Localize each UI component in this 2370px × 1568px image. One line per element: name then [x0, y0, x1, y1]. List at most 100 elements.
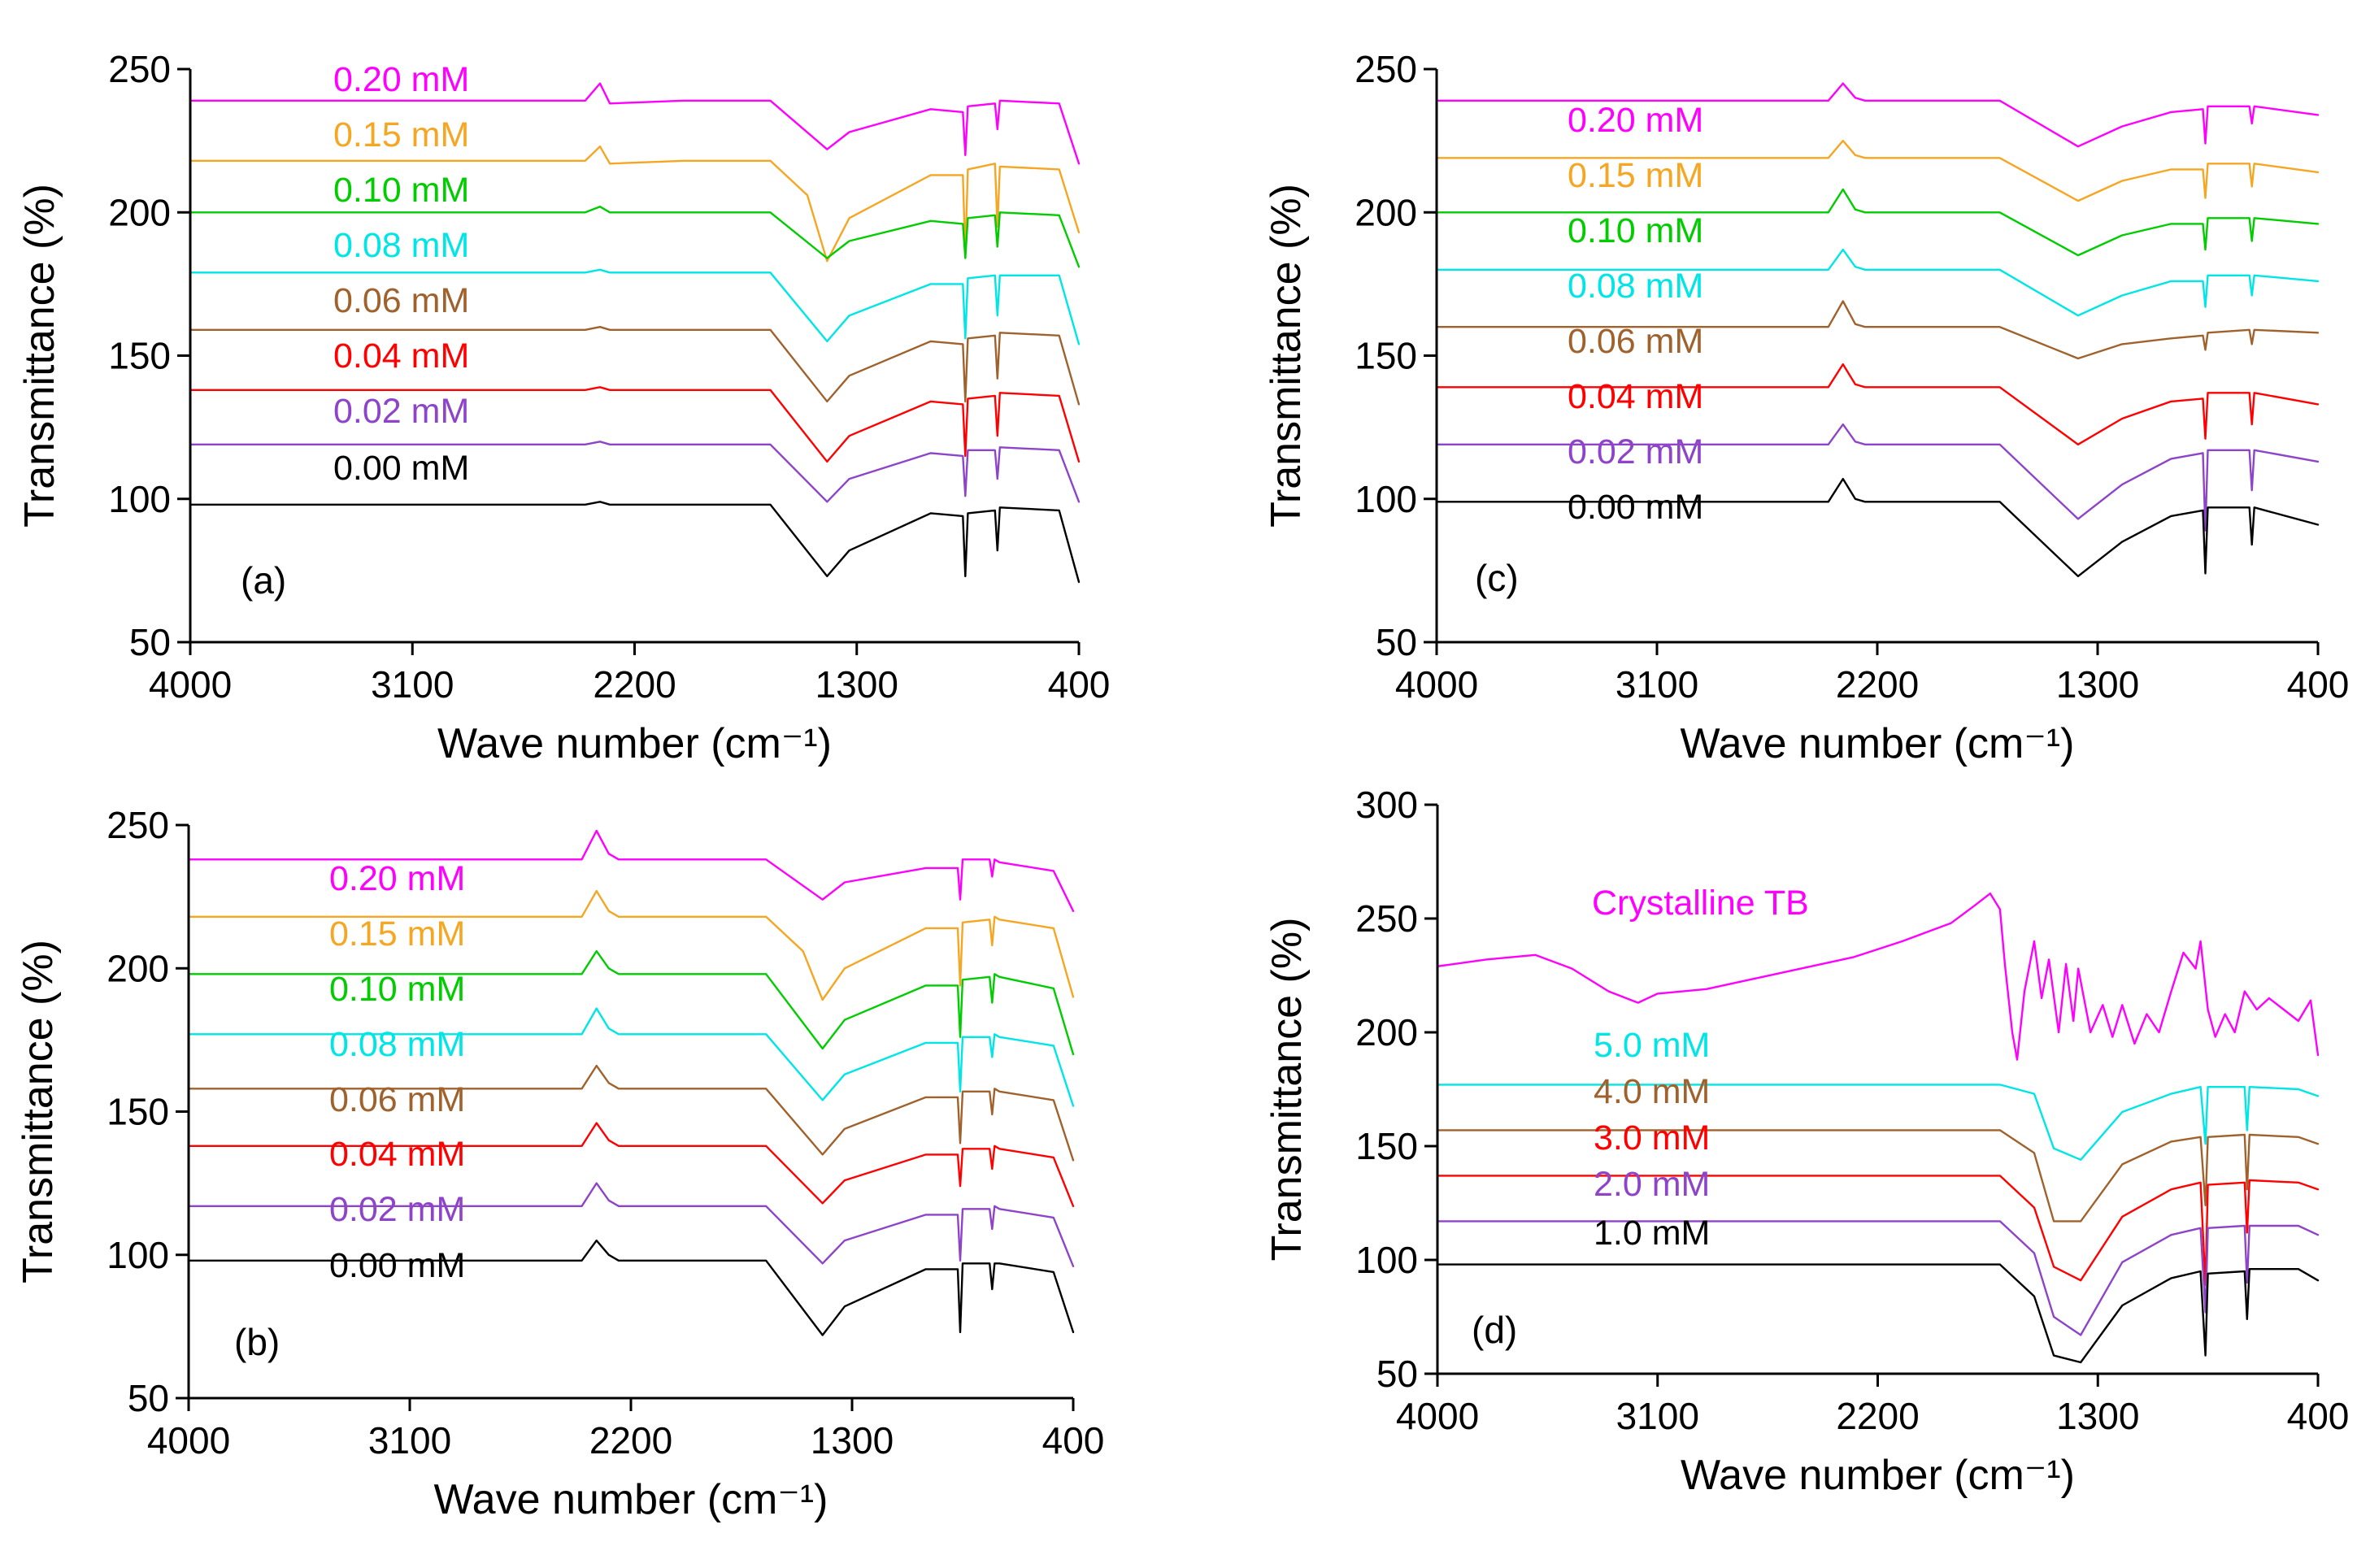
x-tick-label: 4000	[1395, 663, 1478, 706]
x-axis-title: Wave number (cm⁻¹)	[1681, 1452, 2075, 1499]
y-tick-label: 200	[1355, 1011, 1418, 1053]
y-tick-label: 100	[108, 478, 171, 520]
x-tick-label: 1300	[815, 663, 898, 706]
y-tick-label: 200	[1355, 191, 1417, 233]
series-line-0-02-mm	[1435, 423, 2320, 532]
y-tick-label: 150	[1355, 1125, 1418, 1167]
series-label: 0.08 mM	[333, 226, 469, 265]
x-tick-label: 400	[1042, 1419, 1105, 1462]
series-line-0-00-mm	[187, 1239, 1075, 1336]
series-label: 0.00 mM	[333, 449, 469, 488]
series-label: 0.20 mM	[1568, 101, 1703, 140]
x-tick-label: 3100	[1616, 1395, 1699, 1437]
y-tick-label: 50	[1376, 621, 1417, 663]
series-line-0-04-mm	[1435, 363, 2320, 445]
y-axis-title: Transmittance (%)	[16, 184, 63, 528]
x-axis-title: Wave number (cm⁻¹)	[437, 720, 832, 767]
series-line-0-10-mm	[187, 949, 1075, 1056]
series-label: 1.0 mM	[1594, 1214, 1710, 1253]
y-tick-label: 250	[107, 804, 169, 846]
x-tick-label: 4000	[149, 663, 232, 706]
panel-tag: (a)	[241, 559, 286, 602]
y-tick-label: 150	[108, 335, 171, 377]
y-tick-label: 100	[107, 1234, 169, 1276]
series-label: 0.15 mM	[1568, 156, 1703, 195]
panel-tag: (b)	[234, 1321, 280, 1363]
series-line-5-0-mm	[1436, 1084, 2320, 1162]
series-line-0-06-mm	[189, 326, 1081, 406]
series-label: 0.10 mM	[1568, 211, 1703, 250]
series-line-0-04-mm	[189, 386, 1081, 463]
series-line-0-10-mm	[189, 205, 1081, 268]
y-axis-title: Transmittance (%)	[1263, 184, 1310, 528]
y-tick-label: 250	[108, 48, 171, 90]
series-line-0-00-mm	[189, 501, 1081, 584]
y-axis-title: Transmittance (%)	[1263, 918, 1311, 1262]
y-tick-label: 150	[107, 1091, 169, 1133]
series-label: 0.08 mM	[329, 1025, 465, 1064]
series-label: Crystalline TB	[1592, 884, 1809, 923]
series-line-0-08-mm	[187, 1007, 1075, 1107]
y-tick-label: 50	[129, 621, 171, 663]
y-tick-label: 250	[1355, 48, 1417, 90]
panel-d: 50 100 150 200 250 300 4000 3100 2200 1300 400 Wave…	[1263, 784, 2349, 1499]
series-line-0-08-mm	[189, 268, 1081, 345]
series-line-0-15-mm	[189, 145, 1081, 263]
x-tick-label: 3100	[368, 1419, 451, 1462]
x-tick-label: 2200	[1836, 663, 1919, 706]
x-tick-label: 2200	[589, 1419, 672, 1462]
series-label: 0.02 mM	[329, 1190, 465, 1229]
series-label: 4.0 mM	[1594, 1072, 1710, 1111]
series-line-3-0-mm	[1436, 1175, 2320, 1287]
y-tick-label: 50	[1376, 1353, 1418, 1395]
series-label: 0.00 mM	[1568, 488, 1703, 527]
series-label: 5.0 mM	[1594, 1026, 1710, 1065]
panel-b: 50 100 150 200 250 4000 3100 2200 1300 400 Wave nu…	[15, 804, 1104, 1523]
series-line-0-06-mm	[187, 1064, 1075, 1162]
x-tick-label: 400	[1048, 663, 1111, 706]
y-axis-title: Transmittance (%)	[15, 940, 62, 1284]
x-axis-title: Wave number (cm⁻¹)	[434, 1476, 828, 1523]
x-tick-label: 400	[2287, 663, 2350, 706]
x-tick-label: 2200	[593, 663, 676, 706]
x-tick-label: 1300	[811, 1419, 894, 1462]
series-label: 0.20 mM	[329, 859, 465, 898]
series-label: 0.02 mM	[1568, 432, 1703, 471]
series-label: 0.10 mM	[329, 970, 465, 1009]
series-label: 3.0 mM	[1594, 1118, 1710, 1158]
series-label: 0.15 mM	[329, 914, 465, 953]
series-label: 0.06 mM	[329, 1080, 465, 1119]
series-line-2-0-mm	[1436, 1220, 2320, 1336]
y-tick-label: 250	[1355, 897, 1418, 940]
series-label: 0.04 mM	[1568, 377, 1703, 416]
series-label: 0.06 mM	[333, 281, 469, 320]
series-line-0-20-mm	[1435, 82, 2320, 148]
y-tick-label: 100	[1355, 1239, 1418, 1281]
x-tick-label: 2200	[1836, 1395, 1919, 1437]
series-label: 0.04 mM	[333, 337, 469, 376]
series-label: 0.00 mM	[329, 1246, 465, 1285]
y-tick-label: 50	[128, 1377, 169, 1419]
series-line-0-15-mm	[187, 889, 1075, 1001]
series-label: 0.20 mM	[333, 60, 469, 99]
y-tick-label: 200	[107, 947, 169, 989]
panel-tag: (c)	[1475, 557, 1519, 599]
series-label: 0.04 mM	[329, 1135, 465, 1174]
series-label: 0.10 mM	[333, 171, 469, 210]
series-line-0-10-mm	[1435, 188, 2320, 257]
series-line-crystalline-tb	[1436, 892, 2320, 1061]
x-tick-label: 4000	[1396, 1395, 1479, 1437]
y-tick-label: 150	[1355, 335, 1417, 377]
y-tick-label: 300	[1355, 784, 1418, 826]
x-tick-label: 1300	[2056, 663, 2139, 706]
series-line-1-0-mm	[1436, 1263, 2320, 1364]
series-line-0-00-mm	[1435, 477, 2320, 578]
series-label: 0.08 mM	[1568, 267, 1703, 306]
y-tick-label: 200	[108, 191, 171, 233]
series-line-4-0-mm	[1436, 1129, 2320, 1223]
y-tick-label: 100	[1355, 478, 1417, 520]
series-label: 0.15 mM	[333, 115, 469, 154]
series-label: 0.06 mM	[1568, 322, 1703, 361]
series-line-0-15-mm	[1435, 139, 2320, 202]
